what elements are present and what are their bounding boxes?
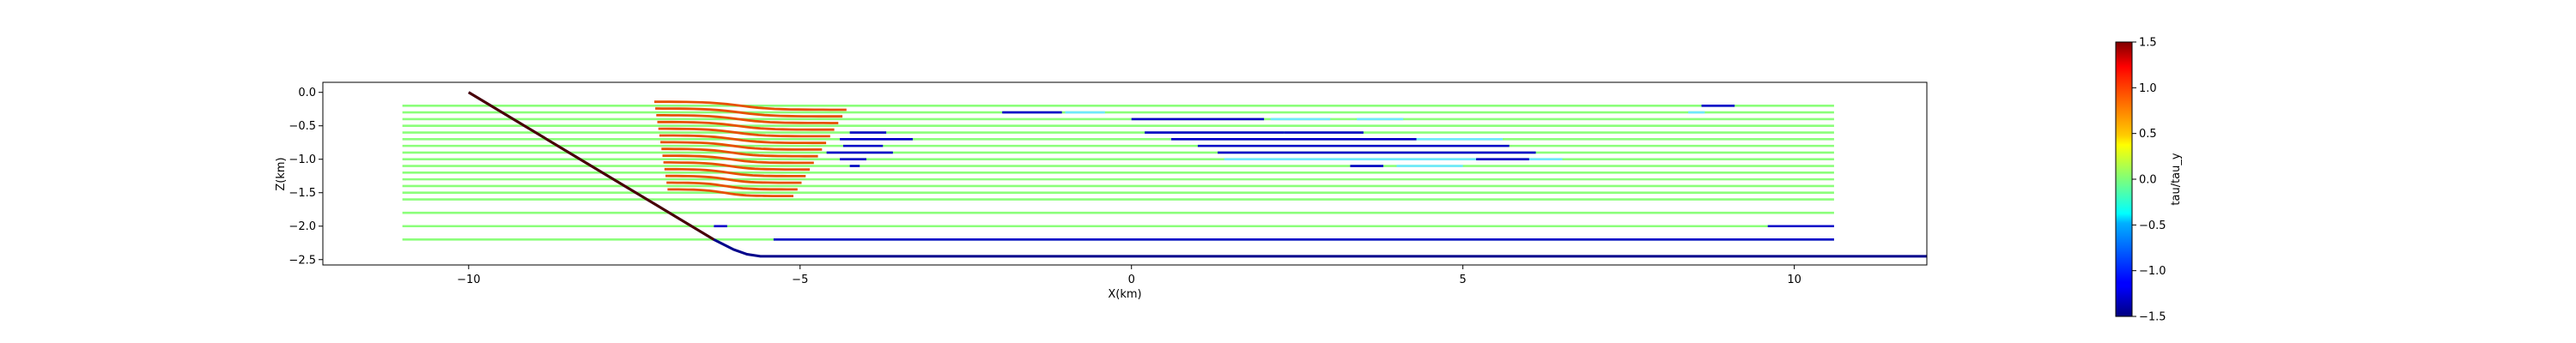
plot-frame — [322, 81, 1928, 266]
topography-line — [468, 91, 1927, 258]
plot-marks — [402, 91, 1927, 258]
colorbar-label: tau/tau_y — [2170, 153, 2183, 205]
curved-layer — [661, 147, 818, 158]
y-tick-label: −1.5 — [289, 187, 316, 200]
x-tick-label: 5 — [1460, 274, 1467, 286]
curved-layer — [667, 188, 793, 198]
curved-layer — [663, 160, 811, 172]
curved-layer — [662, 154, 814, 165]
curved-layer — [658, 127, 830, 138]
x-axis: −10 −5 0 5 10 — [457, 265, 1801, 286]
y-axis-label: Z(km) — [275, 157, 288, 190]
colorbar: 1.5 1.0 0.5 0.0 −0.5 −1.0 −1.5 tau/tau_y — [2115, 37, 2183, 324]
colorbar-tick-label: 1.5 — [2139, 37, 2157, 50]
y-tick-label: 0.0 — [298, 87, 316, 99]
slope-line — [468, 91, 715, 241]
curved-layer — [666, 181, 798, 191]
colorbar-tick-label: −1.5 — [2139, 311, 2166, 324]
colorbar-gradient — [2115, 41, 2133, 317]
colorbar-ticks: 1.5 1.0 0.5 0.0 −0.5 −1.0 −1.5 — [2132, 37, 2166, 324]
x-axis-label: X(km) — [1108, 288, 1141, 301]
y-tick-label: −2.0 — [289, 220, 316, 233]
y-tick-label: −0.5 — [289, 120, 316, 133]
x-tick-label: 0 — [1128, 274, 1135, 286]
x-tick-label: −10 — [457, 274, 480, 286]
colorbar-tick-label: 0.5 — [2139, 128, 2157, 141]
curved-layer — [660, 141, 823, 151]
colorbar-tick-label: 1.0 — [2139, 82, 2157, 95]
colorbar-tick-label: 0.0 — [2139, 174, 2157, 187]
curved-layer — [665, 174, 802, 184]
curved-layer — [664, 167, 806, 178]
colorbar-tick-label: −0.5 — [2139, 220, 2166, 232]
curved-layer — [655, 107, 843, 118]
curved-layer — [654, 100, 847, 111]
curved-layer — [659, 134, 827, 145]
x-tick-label: 10 — [1787, 274, 1801, 286]
y-tick-label: −1.0 — [289, 153, 316, 166]
curved-layer — [657, 120, 835, 131]
y-tick-label: −2.5 — [289, 254, 316, 267]
x-tick-label: −5 — [792, 274, 808, 286]
colorbar-tick-label: −1.0 — [2139, 265, 2166, 278]
plot-area: −10 −5 0 5 10 0.0−0.5−1.0−1.5−2.0−2.5 X(km) … — [275, 81, 1928, 301]
y-axis: 0.0 −0.5 −1.0 −1.5 −2.0 −2.5 — [289, 87, 323, 267]
curved-layer — [656, 113, 839, 124]
